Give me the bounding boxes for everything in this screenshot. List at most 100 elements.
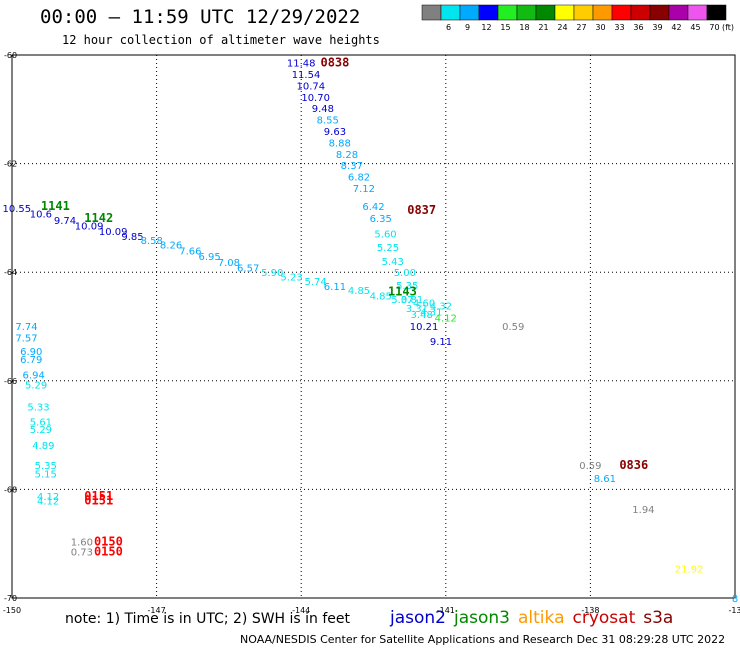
wave-height-label: 4.12 — [37, 492, 59, 503]
colorbar-swatch — [649, 4, 670, 21]
satellite-s3a: s3a — [643, 608, 674, 628]
wave-height-label: 11.54 — [292, 70, 321, 81]
pass-time-label: 0836 — [619, 458, 648, 472]
colorbar-label: 12 — [481, 23, 491, 32]
wave-height-label: 7.12 — [353, 184, 375, 195]
wave-height-label: 0.73 — [71, 547, 93, 558]
colorbar-label: 9 — [465, 23, 470, 32]
wave-height-label: 5.35 — [396, 281, 418, 292]
wave-height-label: 6.95 — [198, 252, 220, 263]
wave-height-label: 5.23 — [280, 273, 302, 284]
wave-height-label: 9.48 — [312, 104, 334, 115]
grid-lines — [11, 54, 736, 599]
wave-height-label: 6.57 — [237, 263, 259, 274]
wave-height-label: 21.92 — [675, 565, 704, 576]
colorbar-label: 45 — [690, 23, 700, 32]
wave-height-label: 8.26 — [160, 241, 182, 252]
wave-height-label: 4.32 — [430, 301, 452, 312]
wave-height-label: 5.00 — [394, 268, 416, 279]
colorbar-swatch — [421, 4, 442, 21]
x-tick-label: -138 — [581, 606, 599, 615]
wave-height-label: 5.61 — [30, 418, 52, 429]
wave-height-label: 9.11 — [430, 337, 452, 348]
wave-height-label: 5.33 — [27, 402, 49, 413]
colorbar-swatch — [706, 4, 727, 21]
wave-height-label: 6.94 — [23, 370, 45, 381]
colorbar-label: 36 — [633, 23, 643, 32]
colorbar-label: 42 — [671, 23, 681, 32]
colorbar-label: 39 — [652, 23, 662, 32]
y-tick-label: -60 — [4, 51, 17, 60]
wave-height-label: 10.70 — [301, 93, 330, 104]
satellite-legend: jason2 jason3 altika cryosat s3a — [390, 608, 681, 628]
wave-height-label: 1.94 — [632, 505, 654, 516]
wave-height-label: 8.37 — [341, 161, 363, 172]
wave-height-label: 5.74 — [305, 277, 327, 288]
wave-height-label: 6.42 — [362, 202, 384, 213]
colorbar-label: 33 — [614, 23, 624, 32]
y-tick-label: -66 — [4, 377, 17, 386]
wave-height-label: 5.29 — [25, 381, 47, 392]
wave-height-label: 4.89 — [32, 441, 54, 452]
wave-height-label: 9.63 — [324, 127, 346, 138]
wave-height-label: 4.12 — [435, 313, 457, 324]
wave-height-label: 5.60 — [374, 230, 396, 241]
colorbar-swatch — [554, 4, 575, 21]
colorbar-legend: 6 9 12 15 18 21 24 27 30 33 36 39 42 45 70 (ft) — [421, 4, 734, 32]
wave-height-label: 7.08 — [218, 258, 240, 269]
y-tick-label: -64 — [4, 268, 17, 277]
pass-time-label: 0150 — [94, 535, 123, 549]
pass-time-label: 1142 — [84, 211, 113, 225]
credit-line: NOAA/NESDIS Center for Satellite Applica… — [240, 633, 726, 646]
colorbar-label: 21 — [538, 23, 548, 32]
chart-subtitle: 12 hour collection of altimeter wave hei… — [62, 33, 380, 47]
wave-height-label: 10.09 — [99, 227, 128, 238]
wave-height-label: 6.82 — [348, 173, 370, 184]
colorbar-swatch — [611, 4, 632, 21]
colorbar-unit: (ft) — [722, 23, 734, 32]
wave-height-label: 4.85 — [348, 286, 370, 297]
satellite-jason2: jason2 — [390, 608, 446, 628]
pass-time-label: 0838 — [320, 56, 349, 70]
wave-height-label: 3.48 — [411, 310, 433, 321]
wave-height-label: 8.88 — [329, 138, 351, 149]
wave-height-label: 3.31 — [406, 304, 428, 315]
plot-frame — [11, 54, 736, 599]
y-tick-label: -68 — [4, 485, 17, 494]
colorbar-label: 15 — [500, 23, 510, 32]
wave-height-label: 6.79 — [20, 355, 42, 366]
colorbar-swatch — [687, 4, 708, 21]
colorbar-swatch — [516, 4, 537, 21]
colorbar-swatch — [535, 4, 556, 21]
y-tick-label: -62 — [4, 160, 17, 169]
y-tick-label: -70 — [4, 594, 17, 603]
chart-title: 00:00 – 11:59 UTC 12/29/2022 — [40, 6, 361, 28]
wave-height-label: 4.60 — [413, 299, 435, 310]
x-tick-label: -147 — [148, 606, 166, 615]
wave-height-label: 5.25 — [377, 243, 399, 254]
wave-height-label: 8 — [732, 594, 738, 605]
wave-height-label: 3.81 — [401, 295, 423, 306]
x-tick-label: -13 — [728, 606, 740, 615]
wave-height-label: 9.74 — [54, 216, 76, 227]
wave-height-label: 6.11 — [324, 282, 346, 293]
wave-height-label: 4.31 — [420, 307, 442, 318]
wave-height-label: 5.29 — [30, 425, 52, 436]
colorbar-label: 70 — [709, 23, 719, 32]
wave-height-label: 8.55 — [317, 116, 339, 127]
colorbar-swatch — [630, 4, 651, 21]
colorbar-swatch — [668, 4, 689, 21]
wave-height-label: 5.90 — [261, 268, 283, 279]
wave-height-label: 7.57 — [15, 333, 37, 344]
wave-height-label: 6.90 — [20, 347, 42, 358]
wave-height-label: 5.35 — [35, 461, 57, 472]
pass-time-label: 0837 — [407, 203, 436, 217]
wave-height-label: 0.59 — [579, 461, 601, 472]
satellite-altika: altika — [518, 608, 565, 628]
x-tick-label: -141 — [437, 606, 455, 615]
wave-height-label: 6.35 — [370, 214, 392, 225]
wave-height-label: 11.48 — [287, 59, 316, 70]
pass-time-label: 0151 — [84, 493, 113, 507]
